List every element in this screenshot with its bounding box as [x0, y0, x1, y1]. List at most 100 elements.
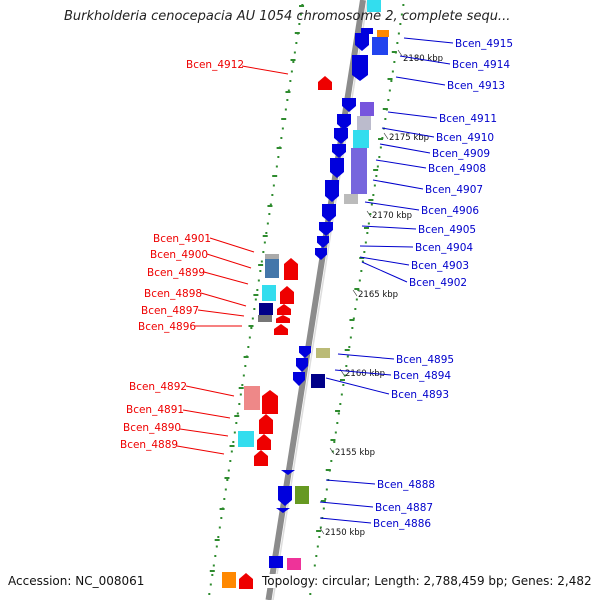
right-tick-track-dot — [313, 564, 316, 567]
left-tick-track-dot — [218, 526, 221, 529]
left-tick-track-dot — [244, 365, 247, 367]
forward-gene-arrow — [284, 258, 298, 280]
reverse-gene-arrow — [293, 372, 305, 386]
right-tick-track-dot — [345, 365, 348, 367]
forward-gene-label: Bcen_4890 — [123, 422, 181, 434]
kbp-label: 2160 kbp — [345, 369, 385, 379]
right-tick-track-dot — [337, 412, 340, 415]
right-tick-track-dot — [334, 431, 337, 434]
reverse-gene-label: Bcen_4895 — [396, 354, 454, 366]
forward-gene-label: Bcen_4892 — [129, 381, 187, 393]
reverse-gene-label: Bcen_4907 — [425, 184, 483, 196]
kbp-label: 2155 kbp — [335, 448, 375, 458]
left-tick-track-dot — [281, 127, 284, 130]
reverse-gene-leader — [325, 479, 376, 485]
forward-gene-leader — [197, 309, 245, 317]
right-tick-track-dot — [393, 61, 396, 63]
kbp-connector — [366, 210, 372, 218]
left-tick-track-dot — [251, 317, 254, 320]
reverse-gene-leader — [319, 501, 374, 508]
reverse-gene-cds — [311, 374, 325, 388]
forward-gene-cds — [244, 386, 260, 410]
right-tick-track-dot — [352, 317, 355, 320]
reverse-gene-label: Bcen_4914 — [452, 59, 510, 71]
left-tick-track-dot — [266, 222, 269, 225]
kbp-label: 2165 kbp — [358, 290, 398, 300]
right-tick-track-dot — [378, 156, 381, 158]
reverse-gene-arrow — [330, 158, 344, 178]
left-tick-track-dot — [262, 251, 265, 253]
reverse-gene-label: Bcen_4902 — [409, 277, 467, 289]
left-tick-track-dot — [259, 270, 262, 272]
reverse-gene-leader — [395, 76, 446, 86]
kbp-connector — [352, 289, 358, 297]
left-tick-track-dot — [229, 460, 232, 462]
reverse-gene-leader — [325, 377, 390, 395]
right-tick-track-dot — [354, 308, 357, 310]
left-tick-track-dot — [254, 298, 257, 301]
left-tick-track-dot — [232, 441, 235, 443]
right-tick-track-dot — [399, 23, 402, 25]
left-tick-track-dot — [271, 194, 274, 196]
forward-gene-cds — [265, 259, 279, 278]
forward-gene-leader — [179, 428, 229, 437]
left-tick-track-dot — [223, 498, 226, 500]
right-tick-track-dot — [322, 507, 325, 510]
right-tick-track-dot — [387, 99, 390, 101]
right-tick-track-dot — [325, 488, 328, 491]
left-tick-track-dot — [224, 488, 227, 491]
reverse-gene-cds — [316, 348, 330, 358]
forward-gene-arrow — [276, 315, 290, 323]
right-tick-track-dot — [349, 336, 352, 339]
kbp-connector — [383, 132, 389, 140]
kbp-connector — [329, 447, 335, 455]
reverse-gene-label: Bcen_4915 — [455, 38, 513, 50]
right-tick-track-dot — [340, 393, 343, 396]
reverse-gene-label: Bcen_4910 — [436, 132, 494, 144]
reverse-gene-leader — [359, 245, 414, 248]
right-tick-track-dot — [363, 251, 366, 253]
forward-gene-leader — [176, 445, 225, 455]
left-tick-track-dot — [236, 412, 239, 415]
reverse-gene-label: Bcen_4911 — [439, 113, 497, 125]
reverse-gene-leader — [337, 353, 395, 360]
forward-gene-leader — [200, 292, 247, 307]
reverse-gene-label: Bcen_4909 — [432, 148, 490, 160]
forward-gene-arrow — [318, 76, 332, 90]
reverse-gene-cds — [357, 116, 371, 130]
left-tick-track-dot — [215, 545, 218, 548]
right-tick-track-dot — [330, 460, 333, 462]
forward-gene-label: Bcen_4899 — [147, 267, 205, 279]
right-tick-track-dot — [379, 146, 382, 149]
reverse-gene-leader — [359, 256, 410, 266]
left-tick-track-dot — [217, 536, 220, 538]
right-tick-track-dot — [384, 118, 387, 120]
left-tick-track-dot — [268, 213, 271, 215]
forward-gene-cds — [258, 315, 272, 322]
right-tick-track-dot — [366, 232, 369, 234]
kbp-connector — [319, 527, 325, 535]
reverse-gene-arrow — [325, 180, 339, 202]
kbp-label: 2175 kbp — [389, 133, 429, 143]
reverse-gene-leader — [372, 179, 424, 190]
forward-gene-label: Bcen_4896 — [138, 321, 196, 333]
forward-gene-cds — [262, 285, 276, 301]
right-tick-track-dot — [400, 13, 403, 16]
right-tick-track-dot — [390, 80, 393, 82]
right-tick-track-dot — [342, 384, 345, 386]
right-tick-track-dot — [388, 89, 391, 92]
left-tick-track-dot — [293, 51, 296, 54]
left-tick-track-dot — [277, 156, 280, 158]
right-tick-track-dot — [346, 355, 349, 358]
forward-gene-leader — [209, 237, 255, 253]
left-tick-track-dot — [248, 336, 251, 339]
right-tick-track-dot — [361, 260, 364, 263]
left-tick-track-dot — [292, 61, 295, 63]
reverse-gene-label: Bcen_4913 — [447, 80, 505, 92]
forward-gene-cds — [238, 431, 254, 447]
reverse-gene-cds — [287, 558, 301, 570]
left-tick-track-dot — [269, 203, 272, 206]
forward-gene-leader — [182, 409, 231, 419]
reverse-gene-cds — [344, 194, 358, 204]
reverse-gene-cds — [295, 486, 309, 504]
